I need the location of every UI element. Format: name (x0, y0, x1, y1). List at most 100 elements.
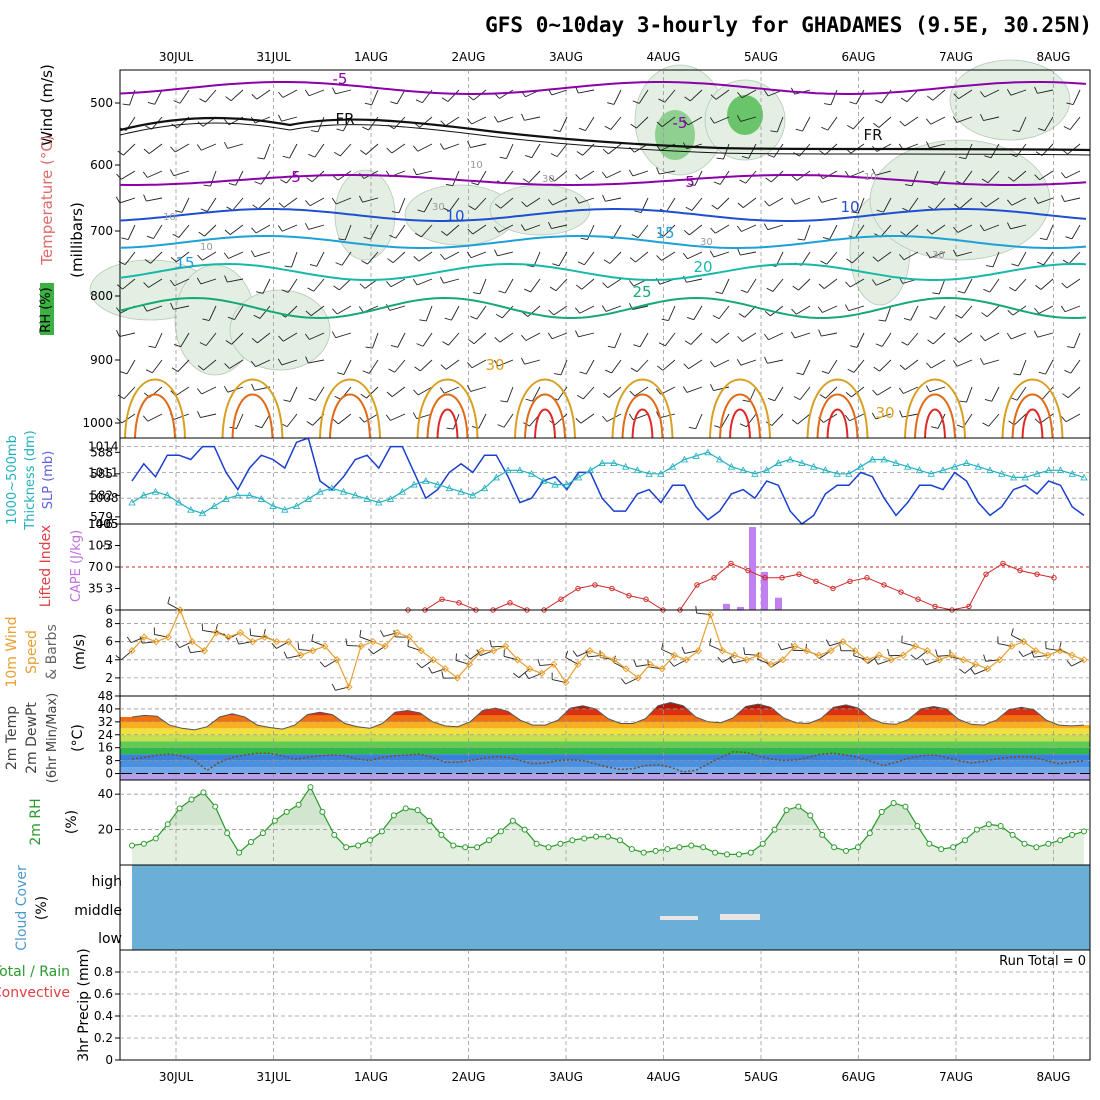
upper-wind-barb-flag (1009, 286, 1016, 292)
rh2m-point (593, 833, 600, 840)
upper-wind-barb (147, 170, 163, 178)
upper-wind-barb-flag (443, 207, 450, 212)
wind10-barb-flag (681, 646, 686, 654)
upper-wind-barb (308, 224, 325, 230)
upper-wind-barb-flag (336, 128, 344, 132)
upper-wind-barb (148, 143, 163, 154)
upper-wind-barb (851, 251, 865, 264)
upper-wind-barb-flag (683, 275, 687, 283)
upper-wind-barb (611, 359, 622, 374)
upper-wind-barb (639, 332, 649, 348)
ylabel-lifted-index: Lifted Index (38, 525, 54, 607)
wind10-barb-flag (1010, 628, 1014, 636)
lifted-index-line (408, 562, 1055, 611)
rh2m-point (735, 851, 742, 858)
upper-wind-barb (524, 116, 541, 121)
rh2m-point (759, 840, 766, 847)
upper-wind-barb (335, 332, 352, 339)
upper-wind-barb (506, 143, 514, 159)
lifted-index-point (847, 578, 853, 585)
lifted-index-point (558, 596, 564, 602)
upper-wind-barb-flag (364, 102, 372, 106)
upper-wind-barb-flag (821, 126, 829, 131)
upper-wind-barb-flag (845, 281, 851, 288)
upper-wind-barb-flag (957, 290, 965, 294)
upper-wind-barb-flag (494, 337, 501, 343)
thickness-point (762, 466, 771, 474)
upper-wind-barb-flag (444, 317, 452, 321)
upper-wind-barb (230, 89, 244, 102)
ylabel-cloud-units: (%) (34, 896, 50, 920)
rh2m-point (462, 844, 469, 851)
wind10-point (562, 678, 570, 687)
upper-wind-barb-flag (521, 113, 525, 121)
upper-wind-barb (289, 143, 298, 159)
upper-wind-barb (768, 197, 784, 207)
thickness-point (751, 469, 759, 477)
upper-wind-barb (908, 197, 919, 212)
bottom-date-axis: 30JUL 31JUL 1AUG 2AUG 3AUG 4AUG 5AUG 6AUG 7AUG 8A… (159, 1070, 1071, 1084)
upper-wind-barb (372, 332, 379, 349)
rh2m-point (652, 847, 659, 854)
cloud-middle-patch (660, 916, 698, 920)
upper-wind-barb-flag (575, 284, 583, 290)
upper-wind-barb (152, 359, 163, 374)
upper-wind-barb (799, 386, 811, 400)
rh2m-panel: 40 20 (98, 779, 1091, 866)
upper-wind-barb-flag (793, 396, 801, 401)
upper-wind-barb (1073, 332, 1081, 349)
upper-wind-barb-flag (441, 97, 449, 102)
rh-contour-label: 10 (470, 160, 483, 171)
upper-wind-barb (447, 89, 460, 102)
temp-band (120, 741, 1090, 748)
upper-wind-barb-flag (579, 371, 587, 375)
upper-wind-barb-flag (607, 102, 615, 105)
upper-wind-barb-flag (820, 260, 827, 265)
upper-wind-barb-flag (763, 89, 769, 97)
thickness-point (1033, 469, 1041, 477)
upper-wind-barb (338, 413, 352, 425)
wind10-point (188, 637, 196, 646)
upper-wind-barb (391, 143, 406, 154)
upper-wind-barb (417, 143, 433, 152)
upper-wind-barb (668, 305, 676, 321)
thickness-point (892, 459, 900, 466)
ylabel-wind: Wind (m/s) (38, 64, 56, 146)
upper-wind-barb-flag (521, 334, 527, 341)
upper-wind-barb (443, 278, 460, 284)
upper-wind-barb (875, 170, 892, 176)
upper-wind-barb (204, 224, 217, 237)
upper-wind-barb-flag (898, 387, 904, 394)
wind10-point (369, 637, 377, 646)
upper-wind-barb-flag (255, 424, 262, 429)
thickness-point (516, 466, 524, 474)
wind10-barb-flag (729, 656, 734, 664)
upper-wind-barb (281, 359, 298, 366)
upper-wind-barb-flag (629, 146, 635, 153)
upper-wind-barb-flag (980, 114, 984, 121)
temp-band (120, 715, 1090, 722)
rh2m-point (248, 838, 254, 845)
upper-wind-barb-flag (981, 312, 988, 318)
temp-y-tick-label: 24 (98, 728, 113, 742)
ylabel-slp: SLP (mb) (41, 451, 56, 510)
upper-wind-barb-flag (278, 91, 284, 98)
upper-wind-barb-flag (821, 370, 829, 374)
wind10-point (550, 660, 558, 669)
upper-wind-barb-flag (277, 225, 283, 232)
rh2m-point (973, 826, 980, 833)
upper-wind-barb-flag (413, 256, 420, 262)
rh2m-point (878, 808, 885, 815)
thickness-point (222, 495, 230, 502)
upper-wind-barb (234, 305, 244, 320)
thickness-point (363, 495, 371, 502)
upper-wind-barb-flag (1062, 259, 1070, 265)
upper-wind-barb-flag (413, 145, 419, 152)
upper-wind-barb-flag (737, 92, 743, 99)
upper-wind-barb-flag (143, 194, 147, 202)
thickness-point (410, 480, 418, 488)
lifted-index-point (966, 603, 972, 610)
upper-wind-barb-flag (1061, 195, 1065, 202)
upper-wind-barb (855, 89, 865, 105)
dewpoint2m-line (131, 750, 1085, 773)
